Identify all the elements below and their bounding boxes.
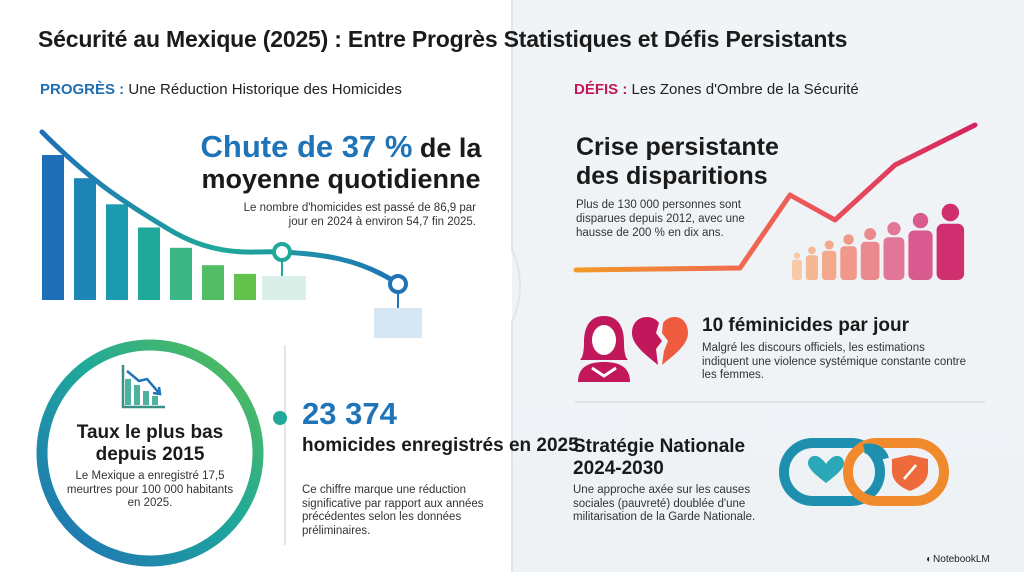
chute-description: Le nombre d'homicides est passé de 86,9 … [243, 202, 476, 228]
person-figure [792, 252, 802, 280]
chart-bar [202, 265, 224, 300]
homicide-decline-chart [39, 129, 422, 338]
chute-title-rest: de la moyenne quotidienne [201, 133, 482, 194]
brand-label: NotebookLM [933, 554, 990, 565]
chute-highlight: Chute de 37 % [200, 129, 413, 164]
homicides-label: homicides enregistrés en 2025 [302, 435, 579, 456]
strategy-title: Stratégie Nationale 2024-2030 [573, 436, 745, 480]
strategy-title-line1: Stratégie Nationale [573, 436, 746, 457]
people-growth-icon [792, 203, 965, 280]
chain-link-right [843, 438, 949, 506]
defis-heading: DÉFIS : Les Zones d'Ombre de la Sécurité [574, 81, 859, 98]
lowest-rate-title: Taux le plus bas depuis 2015 [76, 422, 224, 465]
chart-bar [106, 204, 128, 300]
defis-heading-keyword: DÉFIS : [574, 81, 628, 98]
progress-heading-text: Une Réduction Historique des Homicides [124, 81, 402, 98]
trend-marker-base-end [374, 308, 422, 338]
declining-bar-chart-icon [121, 365, 165, 409]
chart-bar [234, 273, 256, 300]
person-figure [883, 222, 905, 280]
broken-heart-icon [632, 317, 688, 365]
crise-title-line2: des disparitions [576, 162, 768, 190]
disappearances-growth-graphic [573, 122, 978, 280]
notebooklm-brand: ◖ NotebookLM [925, 554, 990, 565]
notebooklm-logo-icon: ◖ [925, 554, 932, 565]
chart-bar [170, 247, 192, 300]
chart-bar [42, 155, 64, 300]
crise-description: Plus de 130 000 personnes sont disparues… [576, 199, 745, 239]
trend-marker-start [272, 242, 292, 262]
person-figure [840, 234, 857, 280]
lowest-rate-ring [36, 339, 264, 567]
person-figure [860, 228, 880, 280]
strategy-chain-graphic [779, 438, 949, 506]
bullet-dot-icon [273, 411, 287, 425]
person-figure [936, 203, 965, 280]
strategy-description: Une approche axée sur les causes sociale… [573, 484, 756, 523]
person-figure [805, 246, 818, 280]
person-figure [908, 212, 933, 280]
trend-line [39, 129, 401, 287]
chute-title: Chute de 37 % de la moyenne quotidienne [196, 131, 486, 195]
progress-heading-keyword: PROGRÈS : [40, 81, 125, 98]
lowest-rate-description: Le Mexique a enregistré 17,5 meurtres po… [66, 470, 234, 509]
defis-heading-text: Les Zones d'Ombre de la Sécurité [627, 81, 859, 98]
chart-bar [138, 227, 160, 300]
trend-marker-base-start [262, 276, 306, 300]
crise-title-line1: Crise persistante [576, 133, 779, 161]
progress-heading: PROGRÈS : Une Réduction Historique des H… [40, 81, 402, 98]
chart-bar [74, 178, 96, 300]
feminicides-title: 10 féminicides par jour [702, 315, 909, 336]
feminicides-description: Malgré les discours officiels, les estim… [702, 342, 967, 381]
strategy-title-line2: 2024-2030 [573, 458, 664, 479]
heart-icon [808, 455, 844, 483]
homicides-description: Ce chiffre marque une réduction signific… [302, 484, 484, 537]
crise-title: Crise persistante des disparitions [576, 133, 779, 191]
homicides-count: 23 374 [302, 396, 397, 431]
page-title: Sécurité au Mexique (2025) : Entre Progr… [38, 26, 848, 52]
person-figure [822, 240, 837, 280]
trend-marker-end [388, 274, 408, 294]
woman-icon [578, 316, 630, 382]
chain-link-left [779, 438, 885, 506]
